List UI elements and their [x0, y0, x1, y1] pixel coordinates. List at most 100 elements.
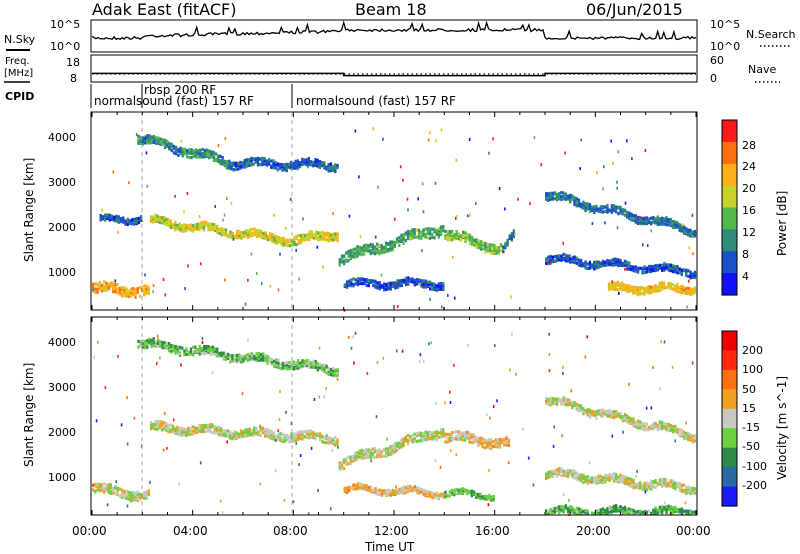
heatmap-cell [437, 431, 440, 435]
heatmap-cell [547, 257, 550, 261]
heatmap-cell [636, 221, 640, 225]
heatmap-cell [178, 352, 182, 356]
heatmap-cell [671, 219, 675, 224]
heatmap-cell [680, 428, 683, 432]
heatmap-cell [224, 137, 227, 140]
heatmap-cell [327, 235, 331, 239]
heatmap-cell [201, 337, 204, 340]
heatmap-cell [350, 278, 353, 282]
heatmap-cell [547, 260, 550, 264]
heatmap-cell [354, 255, 357, 259]
heatmap-cell [282, 243, 285, 247]
heatmap-cell [612, 259, 616, 263]
heatmap-cell [332, 168, 335, 172]
heatmap-cell [136, 494, 139, 498]
heatmap-cell [188, 156, 191, 160]
heatmap-cell [351, 457, 355, 461]
heatmap-cell [194, 148, 198, 152]
heatmap-cell [571, 197, 574, 201]
heatmap-cell [490, 444, 493, 448]
heatmap-cell [593, 260, 596, 265]
heatmap-cell [685, 511, 688, 515]
heatmap-cell [582, 412, 585, 416]
heatmap-cell [549, 507, 552, 512]
heatmap-cell [168, 145, 171, 149]
heatmap-cell [636, 482, 640, 486]
heatmap-cell [630, 265, 633, 269]
heatmap-cell [310, 446, 313, 450]
heatmap-cell [123, 291, 126, 295]
heatmap-cell [553, 397, 557, 401]
heatmap-cell [216, 225, 219, 229]
heatmap-cell [457, 491, 460, 495]
heatmap-cell [202, 224, 206, 228]
heatmap-cell [417, 234, 421, 238]
heatmap-cell [172, 344, 175, 348]
heatmap-cell [158, 215, 161, 219]
heatmap-cell [363, 281, 366, 285]
heatmap-cell [167, 220, 170, 224]
heatmap-cell [183, 226, 186, 230]
cpid-segment-1: normalsound (fast) 157 RF [94, 94, 254, 108]
heatmap-cell [607, 285, 611, 289]
heatmap-cell [597, 508, 600, 512]
heatmap-cell [626, 213, 629, 217]
heatmap-cell [676, 289, 679, 293]
heatmap-cell [143, 291, 146, 295]
heatmap-cell [634, 289, 637, 293]
heatmap-cell [387, 248, 390, 252]
heatmap-cell [205, 351, 208, 355]
heatmap-cell [621, 286, 624, 290]
heatmap-cell [647, 221, 651, 225]
heatmap-cell [189, 351, 193, 355]
heatmap-cell [676, 284, 679, 289]
heatmap-cell [156, 219, 159, 223]
heatmap-cell [157, 341, 160, 345]
heatmap-cell [599, 205, 602, 209]
heatmap-cell [294, 163, 297, 167]
heatmap-cell [660, 340, 662, 344]
heatmap-cell [498, 442, 502, 446]
heatmap-cell [435, 438, 438, 442]
heatmap-cell [643, 510, 646, 514]
heatmap-cell [307, 429, 311, 433]
heatmap-cell [495, 248, 498, 252]
heatmap-cell [152, 342, 155, 346]
heatmap-cell [566, 507, 570, 511]
velocity-ylabel: Slant Range [km] [22, 363, 36, 467]
heatmap-cell [146, 184, 148, 188]
heatmap-cell [134, 497, 137, 501]
heatmap-cell [604, 473, 607, 477]
heatmap-cell [426, 431, 429, 435]
heatmap-cell [626, 139, 628, 143]
heatmap-cell [132, 497, 135, 501]
heatmap-cell [288, 360, 291, 365]
heatmap-cell [411, 486, 414, 490]
heatmap-cell [343, 458, 346, 462]
heatmap-cell [211, 431, 214, 435]
heatmap-cell [428, 430, 432, 434]
heatmap-cell [256, 163, 260, 167]
heatmap-cell [329, 436, 333, 441]
heatmap-cell [334, 232, 337, 236]
heatmap-cell [200, 223, 203, 227]
heatmap-cell [597, 510, 600, 514]
heatmap-cell [183, 210, 185, 214]
heatmap-cell [650, 221, 653, 225]
heatmap-cell [439, 465, 442, 469]
heatmap-cell [215, 431, 218, 435]
heatmap-cell [255, 272, 258, 275]
heatmap-cell [112, 281, 115, 285]
heatmap-cell [488, 246, 492, 250]
heatmap-cell [606, 203, 609, 208]
heatmap-cell [663, 264, 666, 268]
heatmap-cell [562, 256, 565, 260]
heatmap-cell [680, 290, 683, 295]
heatmap-cell [361, 487, 364, 491]
heatmap-cell [491, 247, 494, 251]
heatmap-cell [229, 354, 232, 358]
heatmap-cell [116, 287, 119, 291]
heatmap-cell [298, 165, 302, 169]
heatmap-cell [658, 507, 662, 511]
heatmap-cell [188, 151, 191, 155]
